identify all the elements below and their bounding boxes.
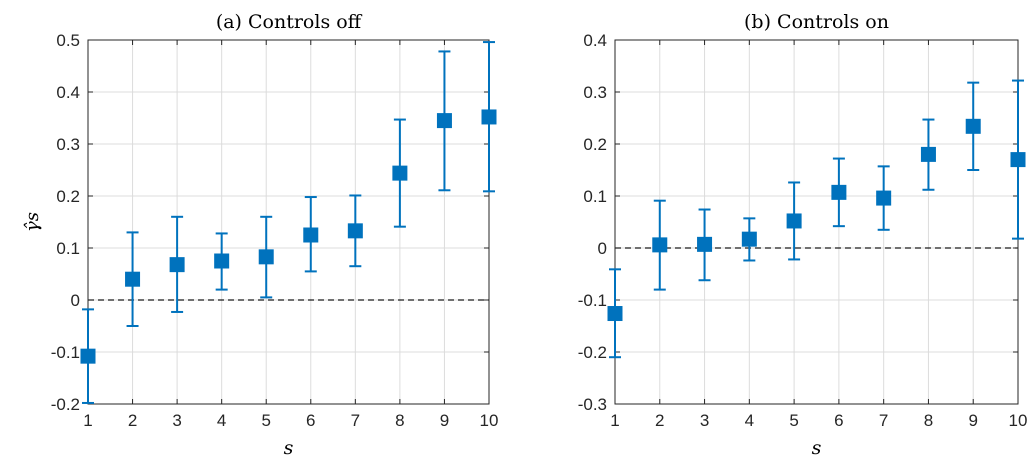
data-point-marker <box>920 146 936 162</box>
data-point-marker <box>169 257 185 273</box>
y-tick-label: 0.1 <box>56 239 80 258</box>
x-tick-label: 6 <box>306 411 315 430</box>
y-tick-label: -0.3 <box>578 395 607 414</box>
data-point-marker <box>392 165 408 181</box>
data-point-marker <box>481 109 497 125</box>
x-tick-label: 3 <box>700 411 709 430</box>
x-tick-label: 6 <box>834 411 843 430</box>
x-tick-label: 5 <box>789 411 798 430</box>
y-tick-label: 0.3 <box>583 83 607 102</box>
data-point-marker <box>607 306 623 322</box>
data-point-marker <box>697 236 713 252</box>
x-axis-label: s <box>284 437 294 459</box>
data-point-marker <box>965 118 981 134</box>
y-tick-label: -0.1 <box>51 343 80 362</box>
data-point-marker <box>347 223 363 239</box>
data-point-marker <box>303 227 319 243</box>
data-point-marker <box>436 113 452 129</box>
data-point-marker <box>214 253 230 269</box>
x-tick-label: 8 <box>395 411 404 430</box>
y-tick-label: 0.2 <box>56 187 80 206</box>
y-tick-label: -0.1 <box>578 291 607 310</box>
y-tick-label: -0.2 <box>578 343 607 362</box>
x-tick-label: 4 <box>217 411 226 430</box>
y-tick-label: 0.5 <box>56 31 80 50</box>
x-axis-label: s <box>812 437 822 459</box>
axes-box <box>87 39 490 405</box>
x-tick-label: 10 <box>480 411 499 430</box>
chart-title: (a) Controls off <box>216 11 363 33</box>
y-tick-label: 0.3 <box>56 135 80 154</box>
x-tick-label: 7 <box>351 411 360 430</box>
x-tick-label: 1 <box>610 411 619 430</box>
chart-title: (b) Controls on <box>744 11 889 33</box>
y-tick-label: 0 <box>71 291 80 310</box>
data-point-marker <box>80 348 96 364</box>
data-point-marker <box>876 190 892 206</box>
chart-panel-b: 1 2 3 4 5 6 7 8 9 10 -0.3 -0.2 -0.1 0 0.1 0.2 0.3 0.4 (b) … <box>578 11 1028 459</box>
axes-box <box>614 39 1019 405</box>
x-tick-label: 7 <box>879 411 888 430</box>
data-point-marker <box>652 237 668 253</box>
x-tick-label: 10 <box>1009 411 1028 430</box>
x-tick-label: 9 <box>968 411 977 430</box>
data-point-marker <box>1010 152 1026 168</box>
y-tick-label: 0.4 <box>583 31 607 50</box>
y-tick-label: 0.4 <box>56 83 80 102</box>
x-tick-label: 2 <box>655 411 664 430</box>
data-point-marker <box>831 184 847 200</box>
y-tick-label: 0.1 <box>583 187 607 206</box>
data-point-marker <box>741 231 757 247</box>
data-point-marker <box>258 249 274 265</box>
data-point-marker <box>786 213 802 229</box>
x-tick-label: 3 <box>172 411 181 430</box>
x-tick-label: 1 <box>83 411 92 430</box>
y-tick-label: 0 <box>598 239 607 258</box>
y-axis-label: γ̂s <box>22 212 43 232</box>
y-tick-label: -0.2 <box>51 395 80 414</box>
x-tick-label: 2 <box>128 411 137 430</box>
x-tick-label: 4 <box>745 411 754 430</box>
data-point-marker <box>125 271 141 287</box>
x-tick-label: 5 <box>261 411 270 430</box>
x-tick-label: 8 <box>924 411 933 430</box>
y-tick-label: 0.2 <box>583 135 607 154</box>
x-tick-label: 9 <box>440 411 449 430</box>
chart-panel-a: 1 2 3 4 5 6 7 8 9 10 -0.2 -0.1 0 0.1 0.2 0.3 0.4 0.5 (a) C… <box>22 11 498 459</box>
